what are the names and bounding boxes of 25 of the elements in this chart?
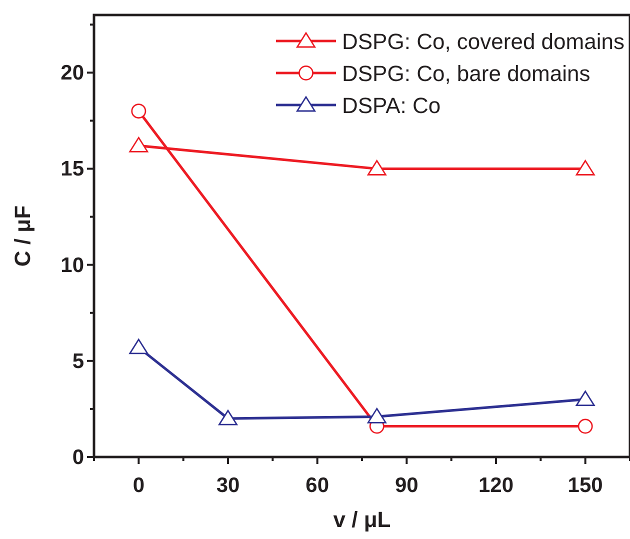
x-tick-label: 60 bbox=[306, 474, 330, 497]
x-axis-title: v / μL bbox=[333, 507, 391, 532]
y-tick-label: 10 bbox=[60, 254, 84, 277]
y-axis-title: C / μF bbox=[10, 205, 35, 267]
point bbox=[576, 390, 595, 406]
legend-label: DSPG: Co, covered domains bbox=[342, 29, 624, 54]
point bbox=[131, 104, 146, 119]
point bbox=[129, 136, 148, 152]
y-tick-label: 5 bbox=[72, 350, 84, 373]
point bbox=[576, 160, 595, 176]
y-tick-label: 0 bbox=[72, 446, 84, 469]
x-tick-label: 90 bbox=[394, 474, 418, 497]
x-tick-label: 120 bbox=[478, 474, 514, 497]
point bbox=[578, 418, 593, 434]
x-tick-label: 0 bbox=[132, 474, 145, 497]
x-tick-label: 30 bbox=[216, 474, 240, 497]
point bbox=[367, 408, 386, 424]
x-tick-label: 150 bbox=[568, 474, 603, 497]
point bbox=[367, 160, 386, 176]
point bbox=[218, 410, 238, 426]
legend-label: DSPG: Co, bare domains bbox=[342, 61, 590, 86]
legend-label: DSPA: Co bbox=[342, 93, 441, 118]
y-tick-label: 15 bbox=[60, 158, 84, 181]
y-tick-label: 20 bbox=[60, 62, 84, 85]
point bbox=[129, 338, 148, 354]
